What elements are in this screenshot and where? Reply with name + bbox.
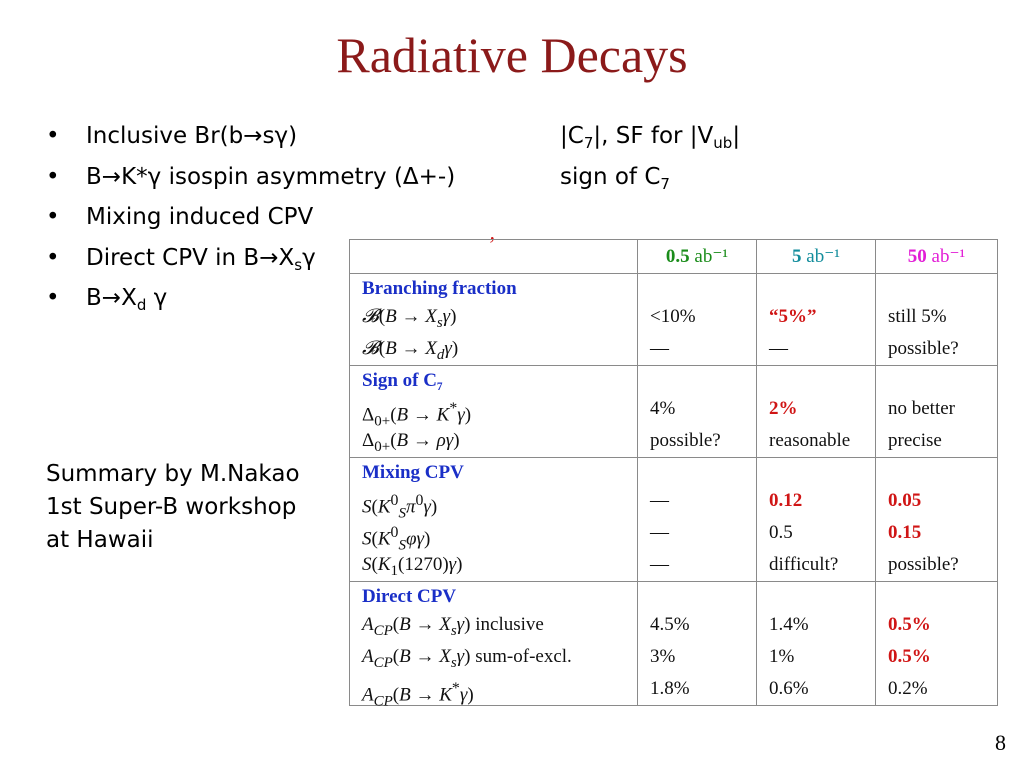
row-label: ACP(B → K*γ) <box>362 680 474 710</box>
table-cell: 0.5% <box>888 646 931 667</box>
value-cell: 0.05 0.15 possible? <box>875 457 998 582</box>
table-section-mixing-cpv: Mixing CPV S(K0Sπ0γ) S(K0Sφγ) S(K1(1270)… <box>349 457 998 582</box>
table-cell: 0.6% <box>769 678 809 699</box>
table-cell: — <box>650 522 669 543</box>
bullet-isospin-asymmetry: B→K*γ isospin asymmetry (Δ+-) <box>46 157 455 198</box>
table-cell: difficult? <box>769 554 839 575</box>
arrow-icon: → <box>101 163 122 190</box>
value-cell: 0.12 0.5 difficult? <box>756 457 876 582</box>
slide-number: 8 <box>995 730 1006 755</box>
arrow-icon: → <box>259 244 279 271</box>
table-cell: 2% <box>769 398 798 419</box>
slide-title: Radiative Decays <box>336 27 688 83</box>
side-notes: |C7|, SF for |Vub| sign of C7 <box>560 116 740 197</box>
table-cell: possible? <box>650 430 721 451</box>
row-label: S(K0Sφγ) <box>362 524 431 554</box>
table-cell: — <box>769 338 788 359</box>
value-cell: 0.5% 0.5% 0.2% <box>875 581 998 706</box>
row-label: S(K1(1270)γ) <box>362 554 463 579</box>
table-cell: 0.5% <box>888 614 931 635</box>
bullet-b-xd-gamma: B→Xd γ <box>46 278 455 319</box>
section-label-cell: Direct CPV ACP(B → Xsγ) inclusive ACP(B … <box>349 581 638 710</box>
table-section-sign-c7: Sign of C₇ Δ0+(B → K*γ) Δ0+(B → ργ) 4% p… <box>349 365 998 458</box>
value-cell: <10% — <box>637 273 757 366</box>
arrow-icon: → <box>243 123 263 149</box>
value-cell: 4% possible? <box>637 365 757 458</box>
value-cell: 2% reasonable <box>756 365 876 458</box>
table-section-direct-cpv: Direct CPV ACP(B → Xsγ) inclusive ACP(B … <box>349 581 998 710</box>
table-cell: — <box>650 490 669 511</box>
table-cell: possible? <box>888 338 959 359</box>
table-cell: precise <box>888 430 942 451</box>
table-cell: 4% <box>650 398 676 419</box>
table-cell: 3% <box>650 646 676 667</box>
row-label: ACP(B → Xsγ) inclusive <box>362 614 544 639</box>
section-heading: Direct CPV <box>362 586 457 607</box>
arrow-icon: → <box>101 285 122 311</box>
value-cell: 4.5% 3% 1.8% <box>637 581 757 706</box>
table-cell: no better <box>888 398 956 419</box>
bullet-direct-cpv: Direct CPV in B→Xsγ <box>46 238 455 279</box>
row-label: Δ0+(B → K*γ) <box>362 400 472 430</box>
table-cell: still 5% <box>888 306 947 327</box>
value-cell: still 5% possible? <box>875 273 998 366</box>
table-cell: 0.15 <box>888 522 922 543</box>
summary-line: at Hawaii <box>46 527 154 553</box>
table-cell: 0.12 <box>769 490 803 511</box>
table-cell: 1.8% <box>650 678 690 699</box>
header-5-ab: 5 ab⁻¹ <box>756 239 876 274</box>
bullet-mixing-cpv: Mixing induced CPV <box>46 197 455 238</box>
bullet-inclusive-br: Inclusive Br(b→sγ) <box>46 116 455 157</box>
section-label-cell: Sign of C₇ Δ0+(B → K*γ) Δ0+(B → ργ) <box>349 365 638 458</box>
table-cell: <10% <box>650 306 696 327</box>
row-label: Δ0+(B → ργ) <box>362 430 460 455</box>
value-cell: “5%” — <box>756 273 876 366</box>
note-c7-vub: |C7|, SF for |Vub| <box>560 123 741 152</box>
section-label-cell: Mixing CPV S(K0Sπ0γ) S(K0Sφγ) S(K1(1270)… <box>349 457 638 582</box>
note-sign-c7: sign of C7 <box>560 163 670 193</box>
table-cell: — <box>650 338 669 359</box>
summary-line: Summary by M.Nakao <box>46 461 300 487</box>
table-cell: “5%” <box>769 306 817 327</box>
table-cell: reasonable <box>769 430 851 451</box>
topic-list: Inclusive Br(b→sγ) B→K*γ isospin asymmet… <box>46 116 455 319</box>
table-cell: 0.5 <box>769 522 793 543</box>
table-cell: 1.4% <box>769 614 809 635</box>
table-cell: possible? <box>888 554 959 575</box>
table-cell: 1% <box>769 646 795 667</box>
row-label: 𝓑(B → Xsγ) <box>362 306 457 331</box>
section-label-cell: Branching fraction 𝓑(B → Xsγ) 𝓑(B → Xdγ) <box>349 273 638 366</box>
row-label: 𝓑(B → Xdγ) <box>362 338 459 363</box>
table-cell: 0.05 <box>888 490 922 511</box>
sensitivity-table: 0.5 ab⁻¹ 5 ab⁻¹ 50 ab⁻¹ Branching fracti… <box>349 239 998 710</box>
header-50-ab: 50 ab⁻¹ <box>875 239 998 274</box>
value-cell: no better precise <box>875 365 998 458</box>
row-label: ACP(B → Xsγ) sum-of-excl. <box>362 646 572 671</box>
table-cell: 0.2% <box>888 678 928 699</box>
value-cell: 1.4% 1% 0.6% <box>756 581 876 706</box>
header-blank <box>349 239 638 274</box>
table-section-branching: Branching fraction 𝓑(B → Xsγ) 𝓑(B → Xdγ)… <box>349 273 998 366</box>
summary-line: 1st Super-B workshop <box>46 494 297 520</box>
table-header-row: 0.5 ab⁻¹ 5 ab⁻¹ 50 ab⁻¹ <box>349 239 998 274</box>
value-cell: — — — <box>637 457 757 582</box>
summary-credit: Summary by M.Nakao 1st Super-B workshop … <box>46 458 300 557</box>
header-0-5-ab: 0.5 ab⁻¹ <box>637 239 757 274</box>
section-heading: Branching fraction <box>362 278 517 299</box>
section-heading: Mixing CPV <box>362 462 464 483</box>
table-cell: — <box>650 554 669 575</box>
section-heading: Sign of C₇ <box>362 370 443 391</box>
row-label: S(K0Sπ0γ) <box>362 492 438 522</box>
table-cell: 4.5% <box>650 614 690 635</box>
